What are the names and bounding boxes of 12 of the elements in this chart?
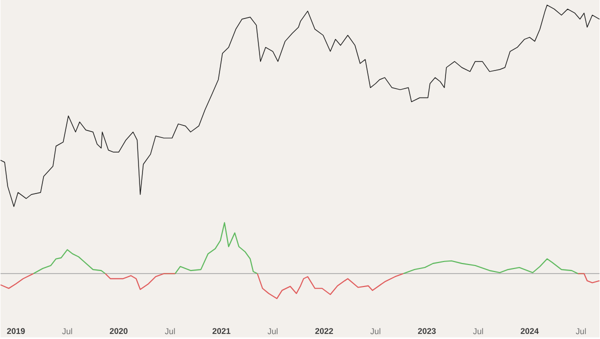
- x-tick-label: Jul: [62, 328, 72, 334]
- x-tick-label: 2022: [315, 328, 333, 334]
- x-tick-label: Jul: [576, 328, 586, 334]
- x-tick-label: Jul: [370, 328, 380, 334]
- x-tick-label: 2019: [7, 328, 25, 334]
- x-tick-label: 2024: [520, 328, 539, 334]
- x-tick-label: Jul: [164, 328, 175, 334]
- x-tick-label: 2023: [418, 328, 436, 334]
- x-tick-label: 2021: [212, 328, 230, 334]
- x-tick-label: Jul: [473, 328, 483, 334]
- x-tick-label: 2020: [110, 328, 128, 334]
- x-tick-label: Jul: [268, 328, 278, 334]
